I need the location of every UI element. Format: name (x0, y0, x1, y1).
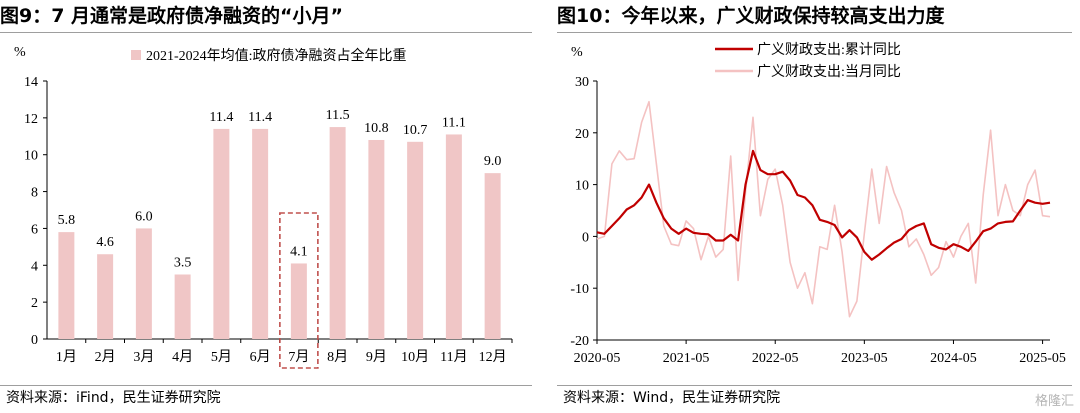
bar-value-label: 5.8 (58, 213, 76, 228)
y-tick-label: 0 (582, 230, 589, 245)
bar (58, 232, 75, 339)
x-tick-label: 4月 (172, 349, 193, 365)
bar (445, 134, 462, 339)
x-tick-label: 12月 (479, 349, 507, 365)
bar-value-label: 11.4 (248, 110, 272, 125)
x-tick-label: 6月 (250, 349, 271, 365)
x-tick-label: 5月 (211, 349, 232, 365)
bar-value-label: 10.7 (403, 123, 428, 138)
bar (329, 127, 346, 339)
x-tick-label: 9月 (366, 349, 387, 365)
source-divider (0, 385, 532, 386)
x-tick-label: 2021-05 (663, 351, 710, 366)
x-tick-label: 2020-05 (574, 351, 621, 366)
y-tick-label: -20 (570, 334, 589, 349)
y-tick-label: 10 (575, 179, 589, 194)
title-divider (0, 32, 532, 33)
bar (484, 173, 501, 339)
line-legend: 广义财政支出:累计同比 广义财政支出:当月同比 (715, 42, 901, 80)
watermark: 格隆汇 (1034, 394, 1074, 409)
line-axes: -20 -10 0 10 20 30 2020-05 2021-05 2022-05 2023-0… (570, 75, 1066, 366)
x-tick-label: 2023-05 (841, 351, 888, 366)
bar (174, 274, 191, 339)
figure-10-panel: 图10：今年以来，广义财政保持较高支出力度 -20 -10 0 10 20 30 2020-… (557, 0, 1080, 413)
figure-10-source: 资料来源：Wind，民生证券研究院 (563, 390, 781, 406)
bar (252, 128, 269, 339)
bar-value-label: 11.5 (326, 108, 350, 123)
figure-9-panel: 图9：7 月通常是政府债净融资的“小月” 0 2 4 6 8 10 12 14 1月 2月 3月 4月… (0, 5, 532, 406)
x-tick-label: 2月 (95, 349, 116, 365)
series-line-cumulative (596, 149, 1051, 261)
bar (97, 254, 114, 339)
x-tick-label: 2024-05 (930, 351, 977, 366)
y-tick-label: 30 (575, 75, 589, 90)
legend-label: 2021-2024年均值:政府债净融资占全年比重 (146, 47, 407, 64)
x-tick-label: 2025-05 (1019, 351, 1066, 366)
legend-label-monthly: 广义财政支出:当月同比 (757, 64, 901, 80)
bar-chart: 0 2 4 6 8 10 12 14 1月 2月 3月 4月 5月 6月 7月 8月 9月 10月 11月 12月 5… (14, 45, 513, 369)
x-tick-label: 11月 (440, 349, 467, 365)
x-tick-label: 2022-05 (752, 351, 799, 366)
line-chart: -20 -10 0 10 20 30 2020-05 2021-05 2022-05 2023-0… (570, 42, 1066, 366)
y-tick-label: -10 (570, 282, 589, 297)
source-divider (557, 385, 1072, 386)
x-tick-label: 10月 (401, 349, 429, 365)
figure-9-title: 图9：7 月通常是政府债净融资的“小月” (0, 5, 344, 27)
figure-9-source: 资料来源：iFind，民生证券研究院 (6, 390, 221, 406)
bar-value-label: 9.0 (484, 154, 502, 169)
legend-label-cumulative: 广义财政支出:累计同比 (757, 42, 901, 58)
y-tick-label: 6 (31, 222, 38, 237)
bar (368, 139, 385, 339)
bar-value-label: 11.4 (209, 110, 233, 125)
highlight-box (279, 212, 319, 369)
x-tick-label: 8月 (327, 349, 348, 365)
figure-10-title: 图10：今年以来，广义财政保持较高支出力度 (557, 5, 945, 27)
y-tick-label: 14 (24, 75, 38, 90)
bar-value-label: 11.1 (442, 115, 466, 130)
bar-marks: 5.8 4.6 6.0 3.5 11.4 11.4 4.1 11.5 10.8 10.7 11.1 9… (58, 108, 502, 369)
bar-value-label: 6.0 (135, 209, 153, 224)
bar-value-label: 10.8 (364, 121, 389, 136)
title-divider (557, 32, 1072, 33)
bar (213, 128, 230, 339)
y-tick-label: 4 (31, 259, 38, 274)
bar (290, 263, 307, 339)
bar-y-axis: 0 2 4 6 8 10 12 14 1月 2月 3月 4月 5月 6月 7月 8月 9月 10月 11月 12月 (24, 75, 513, 365)
line-y-unit: % (571, 45, 583, 60)
bar (135, 228, 152, 339)
x-tick-label: 7月 (288, 349, 309, 365)
y-tick-label: 8 (31, 186, 38, 201)
y-tick-label: 10 (24, 149, 38, 164)
y-tick-label: 20 (575, 127, 589, 142)
bar-legend: 2021-2024年均值:政府债净融资占全年比重 (131, 47, 407, 64)
y-tick-label: 2 (31, 296, 38, 311)
legend-swatch (131, 50, 141, 60)
series-line-monthly (596, 100, 1051, 318)
y-tick-label: 0 (31, 333, 38, 348)
x-tick-label: 3月 (133, 349, 154, 365)
bar-y-unit: % (14, 45, 26, 60)
bar-value-label: 4.6 (96, 235, 114, 250)
bar-value-label: 4.1 (290, 244, 308, 259)
bar (407, 141, 424, 339)
line-marks (596, 100, 1051, 318)
y-tick-label: 12 (24, 112, 38, 127)
x-tick-label: 1月 (56, 349, 77, 365)
bar-value-label: 3.5 (174, 256, 192, 271)
